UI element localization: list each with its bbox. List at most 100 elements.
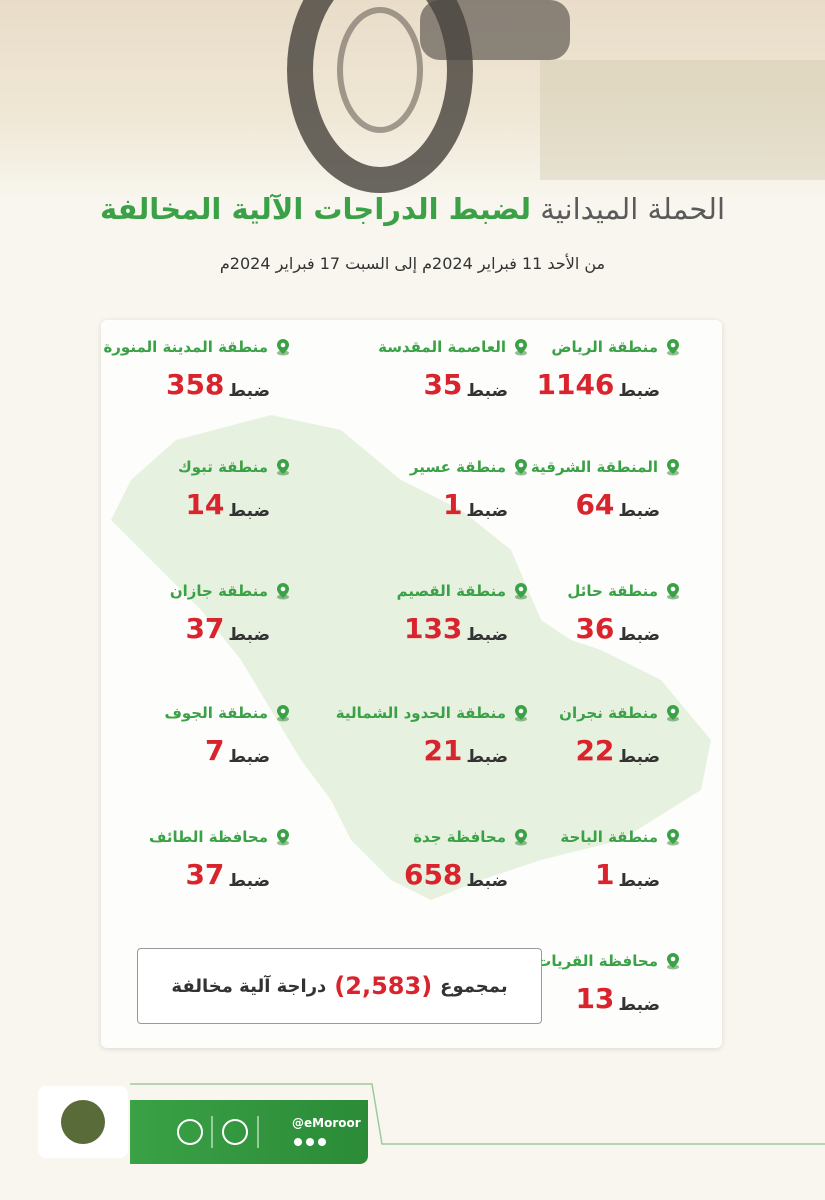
pin-dot	[670, 708, 676, 714]
pin-icon	[667, 583, 679, 600]
pin-icon	[277, 459, 289, 476]
footer-bar	[130, 1100, 368, 1164]
bike-body	[420, 0, 570, 60]
pin-icon	[277, 829, 289, 846]
region-label: منطقة تبوك	[101, 458, 292, 476]
social-icon[interactable]	[294, 1138, 302, 1146]
pin-icon	[667, 953, 679, 970]
count-value: 7	[204, 734, 225, 767]
title: الحملة الميدانية لضبط الدراجات الآلية ال…	[0, 192, 825, 226]
count-word: ضبط	[228, 381, 270, 401]
region-cell: محافظة القريات ضبط13	[452, 952, 682, 1015]
pin-dot	[670, 586, 676, 592]
region-label: محافظة الطائف	[101, 828, 292, 846]
count-word: ضبط	[228, 747, 270, 767]
region-name: منطقة الرياض	[551, 338, 658, 356]
map-silhouette	[111, 415, 711, 900]
footer-icons	[177, 1116, 326, 1148]
count-word: ضبط	[466, 381, 508, 401]
region-label: محافظة جدة	[300, 828, 530, 846]
count-value: 35	[423, 368, 463, 401]
region-name: منطقة عسير	[409, 458, 506, 476]
region-cell: منطقة نجران ضبط22	[452, 704, 682, 767]
region-count: ضبط1	[300, 488, 508, 521]
count-value: 37	[185, 858, 225, 891]
pin-icon	[515, 459, 527, 476]
social-handle[interactable]: @eMoroor	[292, 1116, 361, 1130]
region-cell: منطقة حائل ضبط36	[452, 582, 682, 645]
map-shape	[111, 415, 711, 900]
pin-icon	[515, 829, 527, 846]
region-cell: منطقة جازان ضبط37	[101, 582, 292, 645]
region-count: ضبط14	[101, 488, 270, 521]
pin-dot	[670, 832, 676, 838]
region-label: منطقة الحدود الشمالية	[300, 704, 530, 722]
region-count: ضبط37	[101, 612, 270, 645]
count-value: 22	[575, 734, 615, 767]
region-count: ضبط133	[300, 612, 508, 645]
region-cell: منطقة تبوك ضبط14	[101, 458, 292, 521]
count-word: ضبط	[466, 747, 508, 767]
count-word: ضبط	[466, 625, 508, 645]
region-name: منطقة الحدود الشمالية	[335, 704, 506, 722]
region-cell: منطقة الباحة ضبط1	[452, 828, 682, 891]
pin-dot	[518, 586, 524, 592]
region-cell: العاصمة المقدسة ضبط35	[300, 338, 530, 401]
count-value: 1	[442, 488, 463, 521]
region-label: المنطقة الشرقية	[452, 458, 682, 476]
region-count: ضبط 22	[452, 734, 660, 767]
pin-dot	[280, 832, 286, 838]
subtitle: من الأحد 11 فبراير 2024م إلى السبت 17 فب…	[219, 254, 606, 273]
region-count: ضبط 1146	[452, 368, 660, 401]
pin-dot	[670, 342, 676, 348]
count-value: 37	[185, 612, 225, 645]
region-label: منطقة الباحة	[452, 828, 682, 846]
emblem-icon	[222, 1119, 248, 1145]
count-word: ضبط	[466, 501, 508, 521]
count-value: 64	[575, 488, 615, 521]
pin-dot	[670, 462, 676, 468]
region-cell: منطقة الجوف ضبط7	[101, 704, 292, 767]
region-label: منطقة القصيم	[300, 582, 530, 600]
region-label: منطقة الجوف	[101, 704, 292, 722]
region-cell: محافظة جدة ضبط658	[300, 828, 530, 891]
wheel-rim	[337, 7, 423, 133]
region-count: ضبط13	[452, 982, 660, 1015]
pin-dot	[280, 708, 286, 714]
region-label: محافظة القريات	[452, 952, 682, 970]
region-label: منطقة حائل	[452, 582, 682, 600]
region-name: محافظة الطائف	[149, 828, 268, 846]
region-label: العاصمة المقدسة	[300, 338, 530, 356]
region-cell: منطقة القصيم ضبط133	[300, 582, 530, 645]
pin-dot	[518, 708, 524, 714]
region-cell: المنطقة الشرقية ضبط 64	[452, 458, 682, 521]
region-name: منطقة المدينة المنورة	[103, 338, 268, 356]
count-value: 1	[594, 858, 615, 891]
total-suffix: دراجة آلية مخالفة	[171, 975, 327, 997]
region-name: منطقة القصيم	[396, 582, 506, 600]
count-value: 1146	[536, 368, 615, 401]
region-name: منطقة حائل	[567, 582, 658, 600]
count-word: ضبط	[618, 871, 660, 891]
pin-icon	[667, 339, 679, 356]
region-name: محافظة القريات	[536, 952, 658, 970]
footer-line	[130, 1083, 825, 1145]
region-name: العاصمة المقدسة	[378, 338, 506, 356]
count-word: ضبط	[228, 625, 270, 645]
region-name: منطقة جازان	[169, 582, 268, 600]
pin-dot	[518, 342, 524, 348]
pin-dot	[518, 462, 524, 468]
pin-icon	[515, 705, 527, 722]
pin-icon	[515, 339, 527, 356]
region-name: منطقة الجوف	[164, 704, 268, 722]
region-cell: منطقة الحدود الشمالية ضبط21	[300, 704, 530, 767]
count-word: ضبط	[618, 625, 660, 645]
hero-photo	[0, 0, 825, 200]
social-icon[interactable]	[306, 1138, 314, 1146]
pin-icon	[277, 583, 289, 600]
social-icon[interactable]	[318, 1138, 326, 1146]
pin-dot	[280, 342, 286, 348]
logo-art	[61, 1100, 105, 1144]
region-count: ضبط658	[300, 858, 508, 891]
wheel	[287, 0, 473, 193]
